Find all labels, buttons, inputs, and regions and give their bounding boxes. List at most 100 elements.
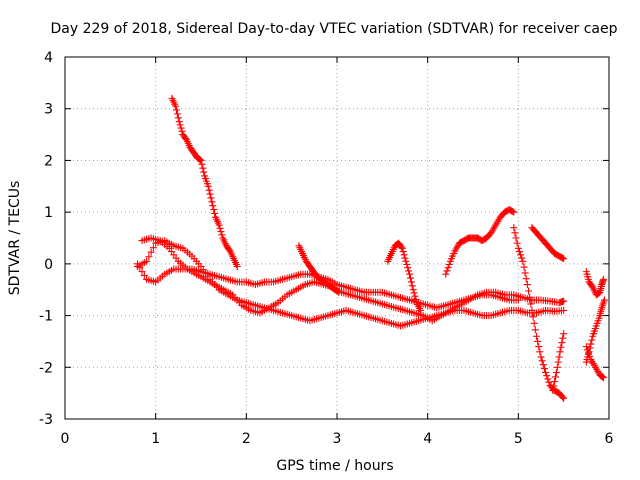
data-point [599,373,607,381]
series-track-f [384,239,424,314]
data-point [560,394,568,402]
data-point [588,336,596,344]
data-point [530,319,538,327]
data-point [412,295,420,303]
data-point [410,289,418,297]
data-point [512,234,520,242]
data-point [534,337,542,345]
data-point [136,264,144,272]
data-point [583,346,591,354]
chart-title: Day 229 of 2018, Sidereal Day-to-day VTE… [51,21,618,37]
data-point [554,358,562,366]
data-point [215,221,223,229]
data-point [209,202,217,210]
data-point [204,182,212,190]
data-point [515,248,523,256]
data-point [208,198,216,206]
data-point [532,332,540,340]
data-point [401,254,409,262]
data-point [334,288,342,296]
data-point [527,300,535,308]
data-point [600,374,608,382]
data-point [520,263,528,271]
data-point [513,239,521,247]
data-point [552,368,560,376]
data-point [196,156,204,164]
data-point [409,286,417,294]
data-point [397,243,405,251]
data-point [544,375,552,383]
data-point [510,224,518,232]
data-point [406,274,414,282]
data-point [543,372,551,380]
data-point [553,363,561,371]
x-axis-label: GPS time / hours [276,458,393,474]
data-point [551,378,559,386]
data-point [176,121,184,129]
data-point [199,164,207,172]
data-point [406,270,414,278]
data-point [600,275,608,283]
data-point [178,127,186,135]
data-point [542,368,550,376]
data-point [587,340,595,348]
data-point [138,268,146,276]
data-point [335,288,343,296]
data-point [531,326,539,334]
y-tick-label: -3 [39,412,53,428]
data-point [558,339,566,347]
x-tick-label: 5 [514,431,523,447]
data-point [582,343,590,351]
data-point [560,297,568,305]
data-point [206,190,214,198]
data-point [538,357,546,365]
data-point [205,186,213,194]
y-tick-label: -1 [39,309,53,325]
data-point [399,248,407,256]
data-point [207,194,215,202]
data-point [514,244,522,252]
data-point [405,267,413,275]
data-point [233,262,241,270]
data-point [147,248,155,256]
data-point [559,254,567,262]
data-point [528,306,536,314]
data-point [174,114,182,122]
data-point [407,278,415,286]
data-point [404,264,412,272]
x-tick-label: 0 [61,431,70,447]
data-point [514,296,522,304]
data-point [600,296,608,304]
y-tick-label: 2 [44,153,53,169]
data-point [517,251,525,259]
series-track-j [549,330,568,395]
data-point [411,292,419,300]
data-point [210,206,218,214]
data-point [550,382,558,390]
data-point [217,228,225,236]
data-point [149,244,157,252]
data-point [211,209,219,217]
data-point [559,393,567,401]
data-point [140,271,148,279]
data-point [408,282,416,290]
data-point [416,306,424,314]
data-point [537,353,545,361]
data-point [216,224,224,232]
data-point [398,244,406,252]
data-point [585,349,593,357]
y-tick-label: 1 [44,205,53,221]
x-tick-label: 4 [423,431,432,447]
data-point [540,365,548,373]
series-track-d [168,94,241,270]
data-point [143,257,151,265]
series-track-m [582,343,608,382]
data-point [539,361,547,369]
data-point [443,267,451,275]
data-point [175,118,183,126]
y-tick-label: 4 [44,50,53,66]
data-point [442,270,450,278]
data-point [173,110,181,118]
data-point [545,378,553,386]
